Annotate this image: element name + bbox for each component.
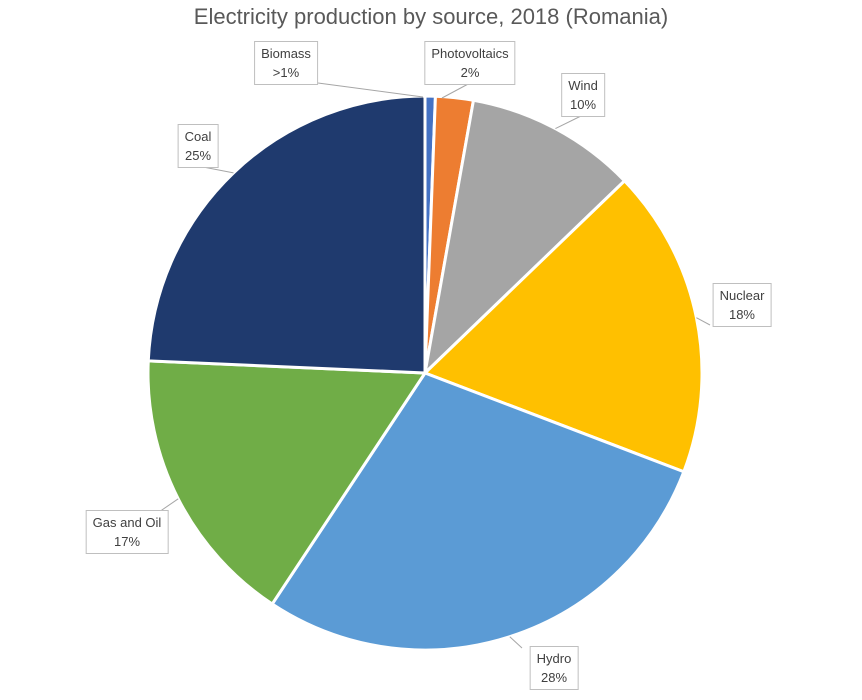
data-label-value: >1% [272,65,300,80]
data-label-name: Gas and Oil [92,515,162,530]
data-label-name: Biomass [261,46,311,61]
data-label-value: 25% [184,148,212,163]
slice-coal [146,94,427,375]
data-label-gas-and-oil: Gas and Oil 17% [85,510,169,554]
data-label-value: 10% [569,97,597,112]
data-label-name: Wind [568,78,598,93]
data-label-name: Nuclear [719,288,765,303]
data-label-value: 18% [728,307,756,322]
data-label-wind: Wind 10% [561,73,605,117]
leader-line-biomass [317,82,424,98]
data-label-value: 2% [460,65,480,80]
leader-line-wind [555,114,584,130]
data-label-biomass: Biomass >1% [254,41,318,85]
slice-hydro [270,371,686,652]
data-label-value: 28% [540,670,568,685]
leader-line-gas-and-oil [158,498,179,513]
data-label-hydro: Hydro 28% [529,646,579,690]
slice-gas-and-oil [146,359,427,606]
data-label-nuclear: Nuclear 18% [712,283,772,327]
data-label-photovoltaics: Photovoltaics 2% [424,41,516,85]
data-label-value: 17% [113,534,141,549]
data-label-name: Coal [184,129,212,144]
slice-wind [423,98,627,375]
leader-line-hydro [509,636,523,649]
data-label-name: Photovoltaics [431,46,509,61]
leader-line-nuclear [696,317,711,326]
chart-title: Electricity production by source, 2018 (… [193,4,669,29]
data-label-name: Hydro [536,651,572,666]
leader-line-photovoltaics [441,82,471,99]
data-label-coal: Coal 25% [177,124,219,168]
